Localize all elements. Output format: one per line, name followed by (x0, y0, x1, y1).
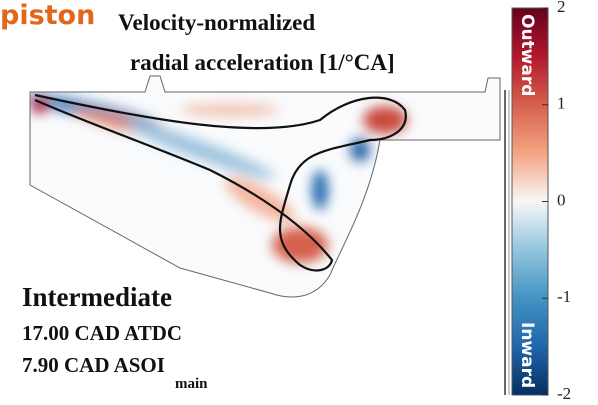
flow-domain (29, 75, 510, 395)
colorbar-bottom-label: Inward (517, 322, 537, 388)
colorbar-tick-label: 2 (557, 0, 566, 16)
colorbar-tick-label: 1 (557, 94, 566, 113)
colorbar-tick-label: 0 (557, 190, 566, 209)
corner-label: piston (0, 0, 95, 31)
annotation: 17.00 CAD ATDC (22, 321, 182, 345)
colorbar-tick-label: -1 (557, 287, 571, 306)
annotation: Intermediate (22, 282, 172, 312)
colorbar-top-label: Outward (517, 14, 537, 96)
annotation: 7.90 CAD ASOI (22, 353, 165, 377)
colorbar-tick-label: -2 (557, 384, 571, 403)
title-line: radial acceleration [1/°CA] (130, 50, 395, 75)
title-line: Velocity-normalized (118, 10, 315, 35)
annotation-subscript: main (175, 376, 208, 392)
